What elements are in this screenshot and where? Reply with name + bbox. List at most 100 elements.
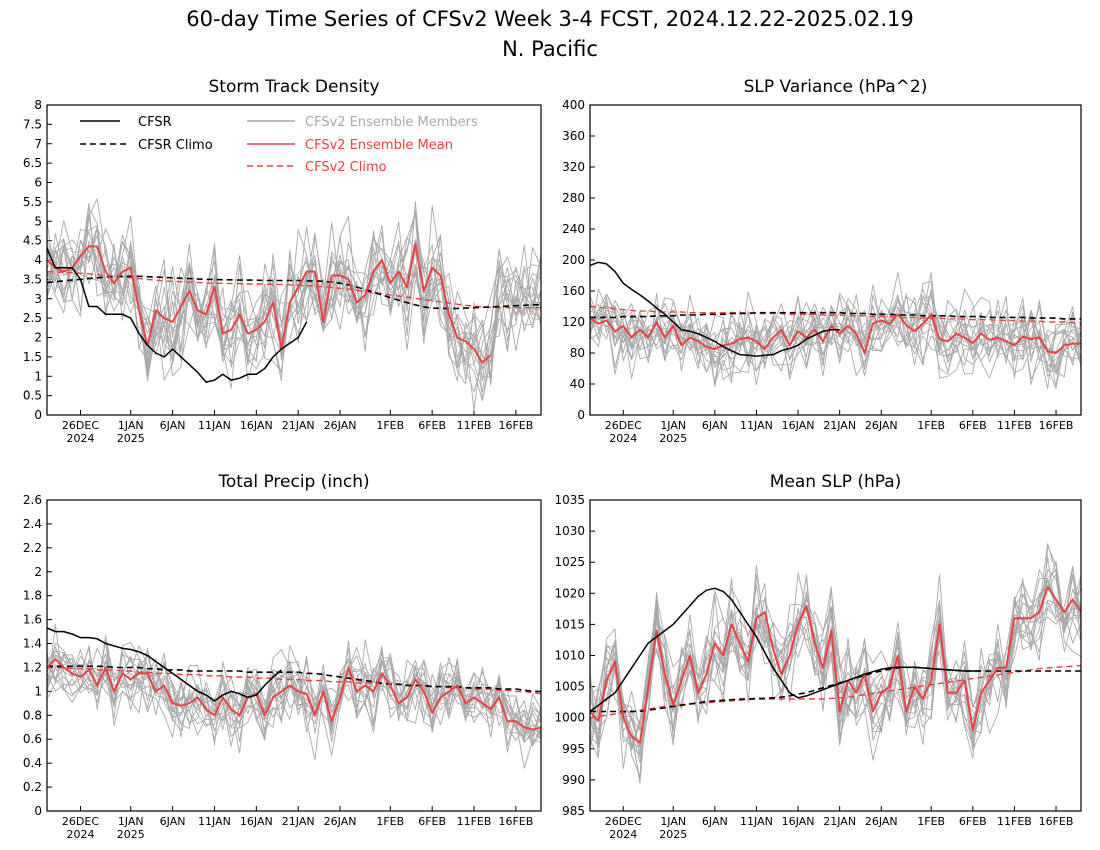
x-tick-year: 2024 [66,828,94,841]
y-tick-label: 0.6 [23,732,42,746]
x-tick-label: 11JAN [198,815,231,828]
y-tick-label: 1.4 [23,637,42,651]
ensemble-member-line [47,651,541,742]
y-tick-label: 1.8 [23,589,42,603]
x-tick-label: 1JAN [118,419,144,432]
plot-area [47,624,541,769]
y-tick-label: 240 [562,222,585,236]
plot-frame [589,499,1082,812]
y-tick-label: 7 [34,137,42,151]
x-tick-label: 11JAN [740,419,773,432]
x-tick-label: 11JAN [740,815,773,828]
y-tick-label: 990 [562,773,585,787]
x-tick-label: 11FEB [457,815,492,828]
cfsv2-climo-line [47,270,541,309]
y-tick-label: 2 [34,565,42,579]
legend-cfsv2-climo-label: CFSv2 Climo [305,160,387,175]
legend-ens-mean-label: CFSv2 Ensemble Mean [305,138,453,153]
y-tick-label: 8 [34,98,42,112]
y-tick-label: 1000 [554,711,585,725]
y-tick-label: 360 [562,129,585,143]
y-tick-label: 2.6 [23,493,42,507]
x-tick-label: 11FEB [457,419,492,432]
x-tick-label: 11JAN [198,419,231,432]
x-tick-year: 2024 [609,432,637,445]
cfsr-line [590,261,840,357]
y-tick-label: 160 [562,284,585,298]
plot-frame [46,104,542,416]
y-tick-label: 995 [562,742,585,756]
x-tick-label: 21JAN [823,815,856,828]
y-tick-label: 200 [562,253,585,267]
y-tick-label: 0.2 [23,780,42,794]
x-tick-label: 26JAN [865,419,898,432]
x-tick-label: 26JAN [324,419,357,432]
cfsr-climo-line [590,311,1081,320]
legend: CFSR CFSR Climo CFSv2 Ensemble Members C… [80,115,478,175]
figure-title: 60-day Time Series of CFSv2 Week 3-4 FCS… [186,7,914,31]
ensemble-member-line [590,294,1081,380]
ensemble-member-line [590,301,1081,384]
y-tick-label: 4 [34,253,42,267]
y-tick-label: 2.4 [23,517,42,531]
y-tick-label: 1025 [554,555,585,569]
cfsv2-climo-line [590,664,1081,719]
x-tick-label: 16FEB [498,815,533,828]
x-tick-label: 16JAN [240,419,273,432]
y-tick-label: 0 [34,408,42,422]
y-tick-label: 1010 [554,649,585,663]
x-tick-label: 26DEC [605,815,642,828]
cfsv2-climo-line [590,305,1081,324]
x-tick-label: 11FEB [997,419,1032,432]
cfsr-line [47,248,308,383]
y-tick-label: 280 [562,191,585,205]
ensemble-member-line [47,639,541,754]
ensemble-member-line [590,288,1081,372]
legend-cfsr-label: CFSR [138,115,172,130]
y-tick-label: 0.5 [23,389,42,403]
y-tick-label: 1 [34,369,42,383]
y-tick-label: 1 [34,684,42,698]
ensemble-member-line [47,198,541,401]
x-tick-label: 6FEB [959,419,987,432]
x-tick-label: 1FEB [376,815,404,828]
y-tick-label: 2 [34,331,42,345]
y-tick-label: 1.2 [23,660,42,674]
x-tick-label: 6JAN [702,419,728,432]
ensemble-member-line [590,300,1081,387]
legend-cfsr-climo-label: CFSR Climo [138,138,213,153]
panel-3: Total Precip (inch) 0 0.2 0.4 0.6 0.8 1 1.2 1.4 1… [23,472,542,841]
ensemble-member-line [47,201,541,393]
x-tick-label: 16FEB [498,419,533,432]
x-tick-label: 1JAN [660,815,686,828]
ensemble-member-line [47,645,541,769]
legend-members-label: CFSv2 Ensemble Members [305,115,478,130]
x-tick-label: 6JAN [160,815,186,828]
ensemble-member-line [47,645,541,761]
y-tick-label: 120 [562,315,585,329]
y-tick-label: 3 [34,292,42,306]
x-tick-label: 21JAN [282,419,315,432]
x-tick-label: 1FEB [917,419,945,432]
plot-area [47,198,541,411]
x-tick-label: 26DEC [62,815,99,828]
x-tick-label: 21JAN [282,815,315,828]
panel-title: Total Precip (inch) [217,472,369,492]
cfsr-line [47,627,282,702]
x-tick-label: 16JAN [782,419,815,432]
x-tick-year: 2024 [66,432,94,445]
x-tick-label: 16FEB [1039,419,1074,432]
panel-1: Storm Track Density 0 0.5 1 1.5 2 2.5 3 3.5 4 4.5 5… [23,77,542,445]
y-tick-label: 1035 [554,493,585,507]
y-tick-label: 5.5 [23,195,42,209]
x-tick-year: 2024 [609,828,637,841]
x-tick-label: 1JAN [660,419,686,432]
ensemble-member-line [47,640,541,746]
x-tick-label: 1FEB [376,419,404,432]
y-tick-label: 4.5 [23,234,42,248]
y-tick-label: 6 [34,176,42,190]
x-tick-label: 1JAN [118,815,144,828]
y-tick-label: 3.5 [23,272,42,286]
figure-subtitle: N. Pacific [502,37,598,61]
ensemble-member-line [590,296,1081,379]
